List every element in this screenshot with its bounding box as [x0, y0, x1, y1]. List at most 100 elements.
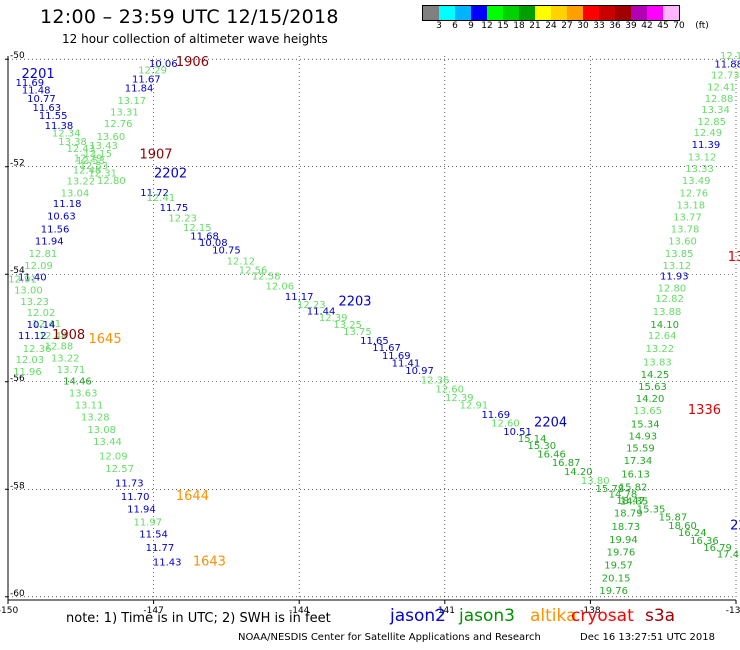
- wave-height-value: 11.43: [153, 558, 182, 569]
- wave-height-value: 13.15: [83, 149, 112, 160]
- wave-height-value: 13.33: [685, 164, 714, 175]
- wave-height-value: 15.63: [638, 382, 667, 393]
- x-tick-label: -144: [289, 606, 310, 616]
- track-label: 2204: [534, 415, 567, 430]
- wave-height-value: 13.43: [89, 141, 118, 152]
- x-tick-label: -141: [435, 606, 455, 616]
- wave-height-value: 12.80: [658, 283, 687, 294]
- color-scale-cell: [551, 6, 567, 20]
- wave-height-value: 14.46: [63, 376, 92, 387]
- wave-height-value: 18.79: [614, 509, 643, 520]
- wave-height-value: 11.88: [714, 59, 740, 70]
- wave-height-value: 12.76: [679, 188, 708, 199]
- wave-height-value: 12.23: [297, 300, 326, 311]
- color-scale-cell: [487, 6, 503, 20]
- wave-height-value: 12.56: [239, 266, 268, 277]
- wave-height-value: 12.23: [168, 214, 197, 225]
- wave-height-value: 12.64: [648, 331, 677, 342]
- wave-height-value: 20.15: [602, 574, 631, 585]
- x-tick-label: -150: [0, 606, 18, 616]
- color-scale-ticks: 3 6 9 12 15 18 21 24 27 30 33 36 39 42 45 70 (ft): [422, 21, 722, 35]
- wave-height-value: 12.09: [24, 261, 53, 272]
- color-scale-tick: 39: [625, 21, 637, 31]
- wave-height-value: 15.30: [528, 441, 557, 452]
- y-tick-label: -56: [10, 374, 25, 384]
- color-scale-cell: [423, 6, 439, 20]
- wave-height-value: 11.39: [692, 140, 721, 151]
- wave-height-value: 16.87: [552, 458, 581, 469]
- wave-height-value: 13.22: [51, 353, 80, 364]
- wave-height-value: 14.78: [609, 489, 638, 500]
- wave-height-value: 13.65: [633, 406, 662, 417]
- color-scale-cell: [535, 6, 551, 20]
- y-tick-label: -54: [10, 266, 25, 276]
- wave-height-value: 11.41: [392, 359, 421, 370]
- wave-height-value: 10.06: [149, 59, 178, 70]
- wave-height-value: 13.34: [701, 105, 730, 116]
- color-scale-tick: 3: [436, 21, 442, 31]
- wave-height-value: 10.75: [212, 245, 241, 256]
- wave-height-value: 13.28: [81, 412, 110, 423]
- wave-height-value: 12.88: [705, 94, 734, 105]
- wave-height-value: 13.60: [97, 132, 126, 143]
- color-scale-cell: [583, 6, 599, 20]
- wave-height-value: 12.41: [707, 82, 736, 93]
- wave-height-value: 10.63: [47, 211, 76, 222]
- wave-height-value: 14.35: [620, 496, 649, 507]
- track-label: 2201: [22, 67, 55, 82]
- wave-height-value: 11.18: [53, 199, 82, 210]
- wave-height-value: 11.97: [133, 517, 162, 528]
- color-scale-tick: 33: [593, 21, 605, 31]
- wave-height-value: 13.23: [20, 297, 49, 308]
- color-scale-tick: 70: [673, 21, 685, 31]
- legend-jason3: jason3: [459, 606, 515, 626]
- wave-height-value: 13.22: [66, 176, 95, 187]
- color-scale-tick: 45: [657, 21, 669, 31]
- wave-height-value: 12.44: [39, 331, 68, 342]
- wave-height-value: 13.22: [645, 344, 674, 355]
- wave-height-value: 11.84: [125, 83, 154, 94]
- color-scale-tick: 18: [513, 21, 525, 31]
- wave-height-value: 11.73: [115, 479, 144, 490]
- color-scale-tick: 6: [452, 21, 458, 31]
- wave-height-value: 12.80: [97, 176, 126, 187]
- wave-height-value: 16.24: [678, 528, 707, 539]
- credit-text: NOAA/NESDIS Center for Satellite Applica…: [238, 632, 541, 643]
- wave-height-value: 12.15: [183, 223, 212, 234]
- wave-height-value: 16.13: [621, 469, 650, 480]
- wave-height-value: 13.44: [93, 437, 122, 448]
- wave-height-value: 12.03: [16, 355, 45, 366]
- wave-height-value: 13.78: [671, 224, 700, 235]
- wave-height-value: 14.10: [650, 320, 679, 331]
- track-label: 1908: [52, 328, 85, 343]
- legend-cryosat: cryosat: [571, 606, 634, 626]
- x-tick-label: -138: [580, 606, 601, 616]
- color-scale-bar: [422, 5, 680, 21]
- wave-height-value: 13.12: [688, 152, 717, 163]
- wave-height-value: 12.39: [445, 393, 474, 404]
- y-tick-label: -50: [10, 51, 25, 61]
- wave-height-value: 10.77: [27, 94, 56, 105]
- track-label: 1643: [193, 555, 226, 570]
- color-scale-tick: 36: [609, 21, 621, 31]
- wave-height-value: 14.93: [628, 431, 657, 442]
- wave-height-value: 11.69: [481, 410, 510, 421]
- color-scale-cell: [631, 6, 647, 20]
- wave-height-value: 11.54: [139, 530, 168, 541]
- y-tick-label: -58: [10, 481, 25, 491]
- wave-height-value: 12.02: [27, 308, 56, 319]
- color-scale-cell: [439, 6, 455, 20]
- x-tick-label: -147: [143, 606, 163, 616]
- wave-height-value: 19.76: [607, 547, 636, 558]
- wave-height-value: 11.38: [45, 121, 74, 132]
- wave-height-value: 14.20: [636, 394, 665, 405]
- wave-height-value: 19.57: [604, 560, 633, 571]
- wave-height-value: 12.49: [694, 128, 723, 139]
- color-scale-cell: [647, 6, 663, 20]
- color-scale-tick: 15: [497, 21, 509, 31]
- wave-height-value: 16.79: [703, 543, 732, 554]
- color-scale-unit: (ft): [695, 21, 709, 31]
- color-scale-cell: [455, 6, 471, 20]
- track-label: 1645: [89, 332, 122, 347]
